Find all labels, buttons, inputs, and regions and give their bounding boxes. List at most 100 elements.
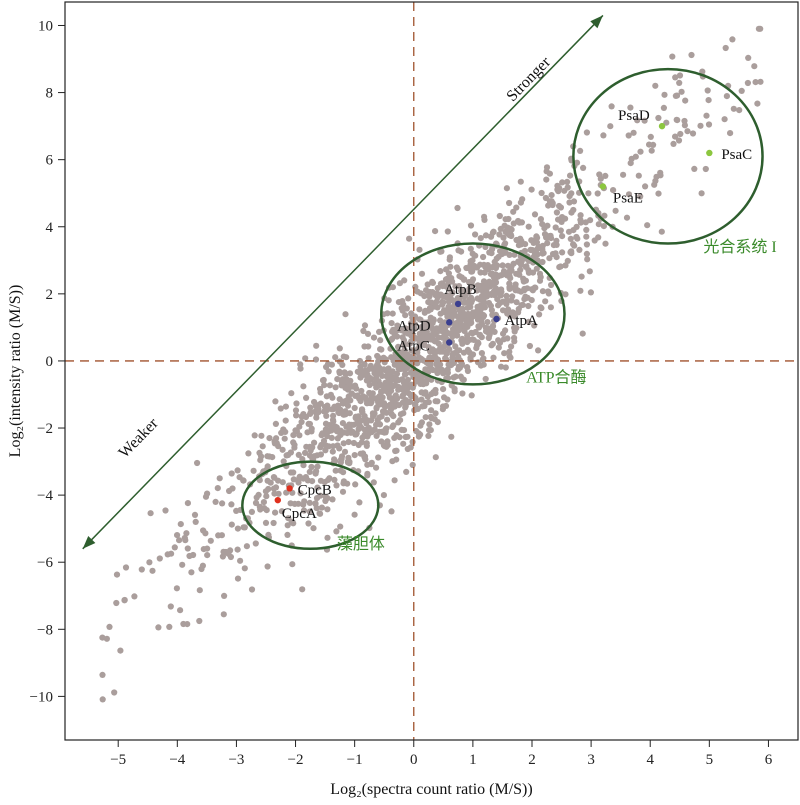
data-point (577, 212, 584, 219)
data-point (576, 246, 583, 253)
data-point (401, 388, 408, 395)
data-point (426, 360, 434, 367)
data-point (478, 350, 485, 357)
data-point (339, 420, 346, 427)
data-point (264, 463, 271, 470)
data-point (477, 269, 484, 276)
data-point (363, 420, 370, 427)
data-point (567, 235, 574, 242)
data-point (655, 190, 662, 197)
data-point (191, 511, 199, 518)
data-point (225, 550, 232, 557)
data-point (316, 510, 323, 517)
data-point (422, 389, 429, 396)
data-point (122, 564, 130, 571)
data-point (272, 420, 279, 427)
data-point (338, 453, 346, 460)
data-point (365, 355, 372, 362)
data-point (271, 440, 278, 447)
data-point (282, 428, 289, 435)
data-point (190, 551, 197, 559)
data-point (627, 160, 634, 167)
data-point (744, 79, 752, 87)
data-point (454, 204, 461, 212)
y-tick-label: 4 (46, 220, 54, 236)
data-point (390, 413, 397, 420)
data-point (426, 421, 433, 428)
data-point (283, 489, 290, 496)
data-point (691, 165, 698, 172)
data-point (416, 246, 423, 253)
data-point (388, 508, 395, 515)
data-point (506, 348, 513, 355)
data-point (403, 468, 410, 475)
data-point (312, 470, 319, 477)
data-point (258, 432, 265, 439)
protein-label: CpcB (298, 482, 332, 498)
data-point (344, 386, 352, 393)
data-point (557, 263, 564, 270)
data-point (655, 114, 662, 122)
data-point (99, 671, 106, 679)
data-point (546, 255, 553, 262)
data-point (459, 390, 466, 397)
data-point (425, 399, 432, 406)
data-point (400, 440, 407, 447)
data-point (482, 375, 489, 383)
data-point (479, 356, 486, 363)
data-point (531, 322, 538, 329)
data-point (237, 557, 244, 564)
data-point (352, 481, 359, 488)
data-point (326, 475, 333, 482)
data-point (351, 452, 358, 459)
data-point (448, 306, 455, 313)
data-point (432, 302, 439, 309)
data-point (317, 492, 324, 499)
x-tick-label: 4 (646, 752, 654, 768)
data-point (317, 400, 324, 407)
data-point (404, 433, 411, 440)
data-point (336, 345, 343, 352)
data-point (215, 532, 222, 539)
data-point (468, 314, 475, 321)
data-point (496, 212, 503, 220)
data-point (602, 240, 609, 247)
data-point (360, 327, 367, 335)
data-point (308, 463, 315, 471)
data-point (284, 522, 291, 529)
data-point (149, 567, 156, 574)
y-tick-label: −8 (37, 622, 53, 638)
group-ellipse (241, 460, 380, 551)
arrow-head-down (82, 535, 96, 549)
data-point (376, 393, 383, 400)
data-point (525, 318, 532, 325)
data-point (177, 607, 184, 614)
data-point (106, 623, 113, 631)
data-point (460, 376, 467, 383)
data-point (502, 364, 509, 371)
data-point (697, 122, 704, 129)
highlighted-point (446, 319, 453, 326)
data-point (678, 88, 685, 95)
data-point (445, 298, 452, 305)
data-point (219, 500, 226, 507)
data-point (373, 464, 380, 471)
data-point (495, 302, 502, 309)
data-point (452, 343, 459, 350)
data-point (396, 434, 403, 441)
data-point (412, 401, 419, 408)
data-point (419, 403, 426, 410)
data-point (723, 93, 731, 100)
data-point (460, 287, 467, 294)
data-point (517, 266, 524, 273)
data-point (515, 242, 523, 249)
data-point (463, 299, 471, 306)
data-point (324, 402, 331, 409)
data-point (371, 380, 378, 387)
data-point (263, 493, 270, 500)
data-point (634, 117, 641, 124)
data-point (455, 353, 462, 360)
data-point (564, 178, 571, 185)
data-point (198, 565, 205, 573)
data-point (290, 432, 297, 439)
